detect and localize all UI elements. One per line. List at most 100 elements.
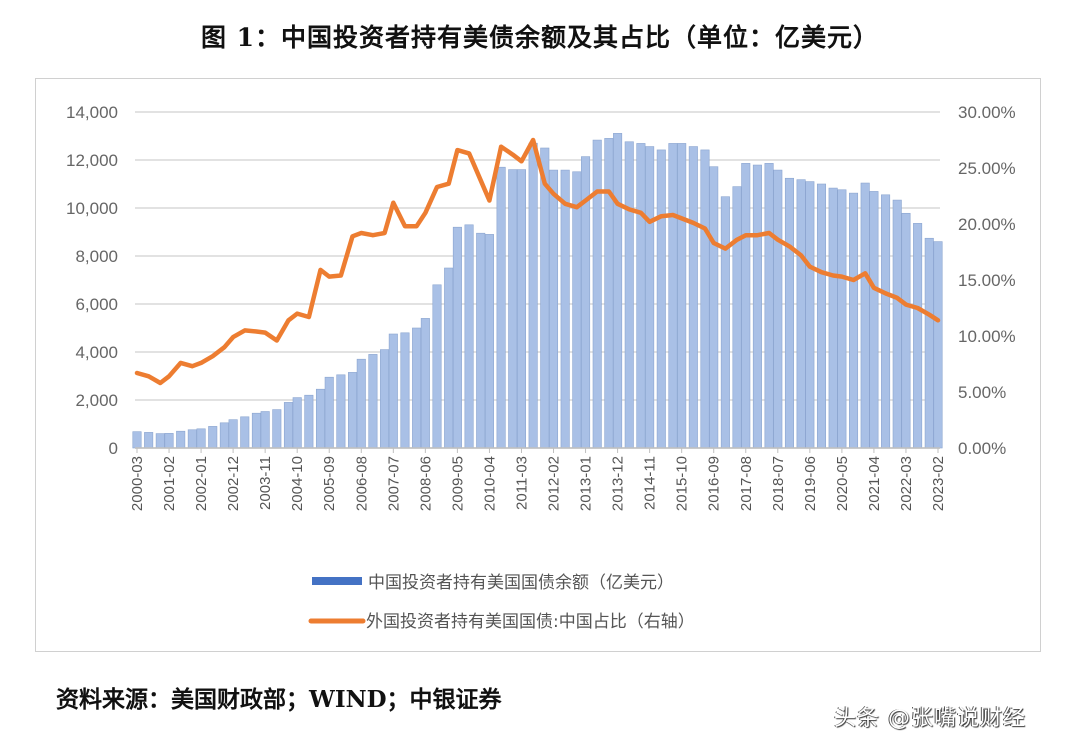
line-point: [231, 335, 235, 339]
line-point: [327, 274, 332, 279]
bar: [656, 149, 666, 449]
bar: [219, 422, 229, 449]
bar: [251, 412, 261, 449]
x-tick-label: 2013-01: [578, 456, 595, 511]
source-note: 资料来源：美国财政部；WIND；中银证券: [56, 686, 502, 713]
line-point: [723, 246, 728, 251]
bar: [528, 142, 538, 449]
x-tick-label: 2019-06: [802, 456, 819, 511]
line-point: [595, 189, 600, 194]
bar: [645, 146, 655, 449]
x-tick-label: 2002-01: [193, 456, 210, 511]
bar: [496, 166, 506, 449]
line-point: [863, 271, 867, 276]
bar: [572, 171, 582, 449]
line-point: [510, 152, 515, 157]
bar: [400, 332, 410, 449]
line-point: [146, 374, 151, 379]
line-point: [391, 200, 396, 205]
bar: [368, 354, 378, 449]
line-point: [872, 286, 876, 290]
x-tick-label: 2003-11: [257, 456, 274, 510]
bar: [540, 147, 550, 449]
chart-frame: [35, 78, 1041, 652]
bar: [624, 141, 634, 449]
line-point: [414, 224, 419, 229]
bar: [668, 143, 678, 449]
bar: [155, 433, 165, 449]
line-point: [478, 178, 483, 183]
legend-swatch-bar: [312, 577, 362, 585]
bar: [613, 133, 623, 449]
bar: [677, 143, 687, 449]
line-point: [691, 221, 696, 225]
bar: [132, 431, 142, 449]
bar: [933, 241, 943, 449]
bar: [636, 143, 646, 449]
line-point: [659, 214, 664, 218]
line-series: [134, 137, 941, 386]
line-point: [382, 231, 387, 235]
y-right-tick-label: 0.00%: [958, 439, 1006, 458]
bar: [913, 223, 923, 449]
bar: [304, 394, 314, 449]
x-tick-label: 2012-02: [546, 456, 563, 511]
line-point: [679, 216, 684, 221]
line-point: [671, 213, 675, 217]
x-tick-label: 2007-07: [385, 456, 402, 511]
line-point: [639, 211, 643, 215]
y-right-tick-label: 10.00%: [958, 327, 1016, 346]
line-point: [743, 233, 748, 237]
line-point: [242, 328, 247, 333]
bar: [720, 196, 730, 449]
legend-label-line: 外国投资者持有美国国债:中国占比（右轴）: [366, 612, 695, 632]
bar: [837, 189, 847, 449]
bar: [444, 267, 454, 449]
y-right-tick-label: 30.00%: [958, 103, 1016, 122]
line-point: [350, 234, 355, 239]
line-point: [254, 329, 259, 334]
bar: [208, 426, 218, 449]
bar: [709, 166, 719, 449]
bar: [476, 232, 486, 449]
bar: [336, 374, 346, 449]
bar: [412, 327, 422, 449]
y-right-tick-label: 25.00%: [958, 159, 1016, 178]
x-tick-label: 2015-10: [674, 456, 691, 511]
line-point: [831, 273, 835, 278]
bar: [432, 284, 442, 449]
line-point: [467, 151, 471, 156]
bar: [688, 146, 698, 449]
bar: [176, 430, 186, 449]
line-point: [904, 302, 908, 307]
line-point: [222, 345, 227, 350]
bar: [260, 411, 270, 449]
bar: [796, 179, 806, 449]
line-point: [190, 364, 195, 369]
line-point: [787, 244, 792, 249]
x-tick-label: 2008-06: [417, 456, 434, 511]
bar: [773, 169, 783, 449]
bar: [560, 169, 570, 449]
line-point: [167, 374, 171, 379]
x-tick-label: 2004-10: [289, 456, 306, 511]
line-point: [359, 231, 364, 235]
share-line: [134, 137, 941, 386]
bar: [144, 432, 154, 449]
line-point: [531, 138, 535, 142]
bar: [892, 199, 902, 449]
x-tick-label: 2023-02: [930, 456, 947, 511]
line-point: [542, 181, 547, 186]
line-point: [851, 278, 856, 282]
x-tick-label: 2009-05: [449, 456, 466, 511]
line-point: [615, 202, 620, 206]
bar: [292, 397, 302, 449]
bar: [828, 187, 838, 449]
x-tick-label: 2010-04: [481, 456, 498, 511]
bar: [901, 212, 911, 449]
bar: [604, 138, 614, 449]
legend-label-bar: 中国投资者持有美国国债余额（亿美元）: [368, 573, 674, 593]
bar: [860, 182, 870, 449]
x-tick-label: 2001-02: [161, 456, 178, 511]
